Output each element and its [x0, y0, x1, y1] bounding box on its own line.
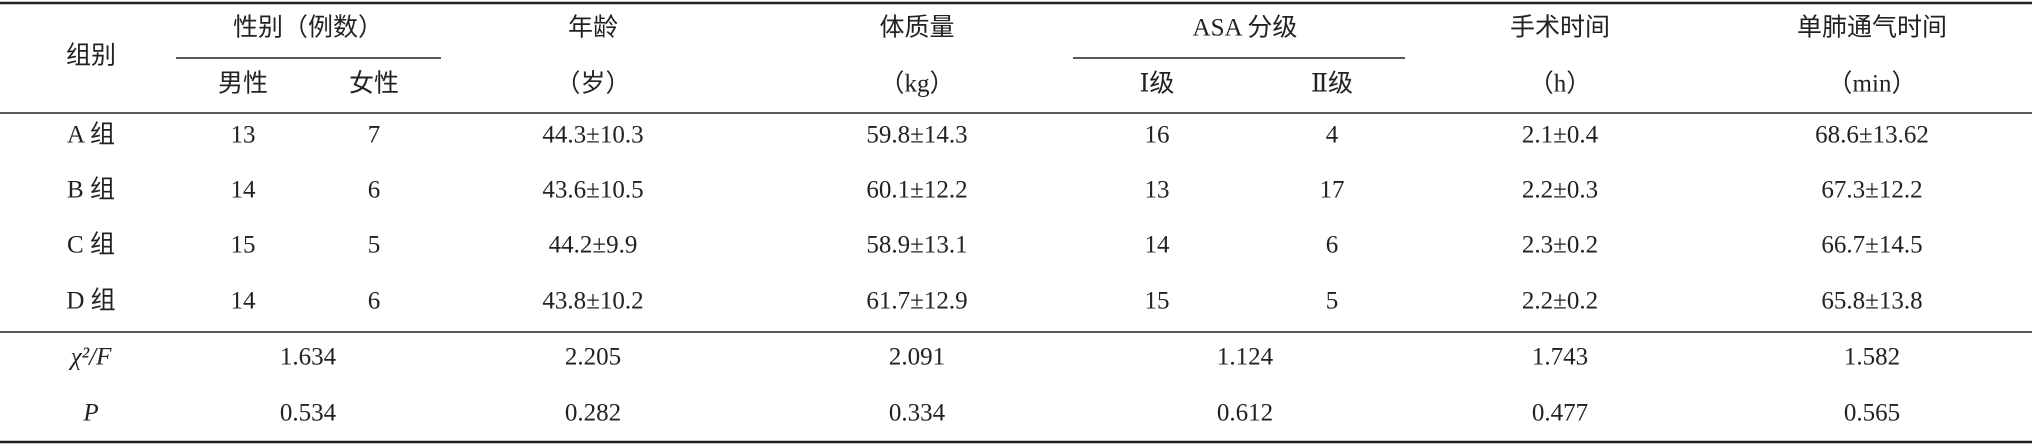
cell: 2.3±0.2: [1522, 232, 1598, 259]
cell: 2.2±0.2: [1522, 288, 1598, 315]
cell: 6: [368, 177, 381, 204]
header-cell: 手术时间: [1510, 14, 1610, 42]
cell: 2.2±0.3: [1522, 177, 1598, 204]
cell: A 组: [67, 121, 115, 149]
cell: 44.3±10.3: [542, 122, 643, 149]
stat-cell: 1.124: [1217, 344, 1274, 371]
stat-cell: 0.534: [280, 400, 337, 427]
cell: 16: [1145, 122, 1170, 149]
header-cell: （kg）: [879, 70, 954, 98]
header-cell: Ⅱ级: [1311, 70, 1353, 98]
cell: 59.8±14.3: [866, 122, 967, 149]
cell: 5: [368, 232, 381, 259]
cell: 6: [368, 288, 381, 315]
header-cell: ASA 分级: [1193, 14, 1298, 42]
cell: B 组: [67, 176, 115, 204]
stat-cell: 0.612: [1217, 400, 1273, 427]
cell: 14: [231, 177, 257, 204]
header-cell: （h）: [1529, 70, 1592, 98]
header-cell: 男性: [218, 70, 268, 98]
cell: 4: [1326, 122, 1339, 149]
cell: C 组: [67, 231, 115, 259]
stat-cell: 0.565: [1844, 400, 1900, 427]
cell: 43.6±10.5: [542, 177, 643, 204]
header-cell: 组别: [66, 42, 116, 70]
cell: 6: [1326, 232, 1339, 259]
cell: 43.8±10.2: [542, 288, 643, 315]
stat-cell: 1.743: [1532, 344, 1588, 371]
cell: 58.9±13.1: [866, 232, 967, 259]
cell: 67.3±12.2: [1821, 177, 1922, 204]
cell: 17: [1320, 177, 1345, 204]
cell: 7: [368, 122, 381, 149]
cell: 13: [231, 122, 256, 149]
cell: 68.6±13.62: [1815, 122, 1929, 149]
stat-label: P: [82, 400, 98, 427]
header-cell: 性别（例数）: [233, 14, 383, 42]
cell: 5: [1326, 288, 1339, 315]
cell: 66.7±14.5: [1821, 232, 1922, 259]
header-cell: （min）: [1828, 70, 1917, 98]
cell: 15: [231, 232, 256, 259]
cell: 14: [231, 288, 257, 315]
cell: 44.2±9.9: [549, 232, 638, 259]
header-cell: 体质量: [879, 14, 954, 42]
stat-cell: 0.334: [889, 400, 946, 427]
header-cell: 单肺通气时间: [1797, 14, 1947, 42]
cell: D 组: [66, 287, 115, 315]
cell: 2.1±0.4: [1522, 122, 1599, 149]
cell: 13: [1145, 177, 1170, 204]
stat-cell: 1.582: [1844, 344, 1900, 371]
cell: 60.1±12.2: [866, 177, 967, 204]
cell: 14: [1145, 232, 1171, 259]
stat-label: χ²/F: [69, 344, 112, 371]
stat-cell: 0.477: [1532, 400, 1588, 427]
header-cell: （岁）: [555, 70, 630, 98]
header-cell: Ⅰ级: [1140, 70, 1175, 98]
header-cell: 女性: [349, 70, 399, 98]
cell: 61.7±12.9: [866, 288, 967, 315]
header-cell: 年龄: [568, 14, 618, 42]
stat-cell: 2.091: [889, 344, 945, 371]
stat-cell: 2.205: [565, 344, 621, 371]
cell: 65.8±13.8: [1821, 288, 1922, 315]
stat-cell: 0.282: [565, 400, 621, 427]
cell: 15: [1145, 288, 1170, 315]
stat-cell: 1.634: [280, 344, 337, 371]
